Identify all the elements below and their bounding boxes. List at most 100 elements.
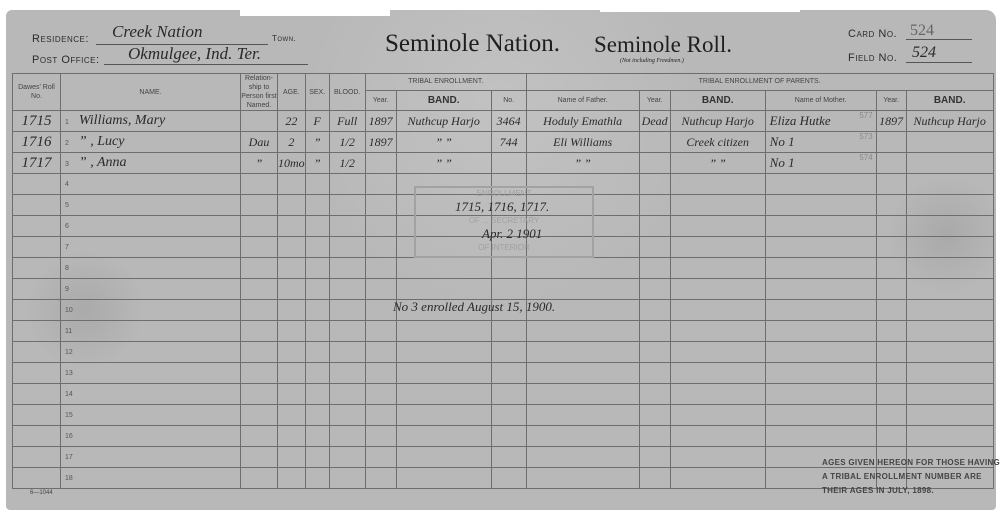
cell-mother: No 1 573 <box>764 131 877 153</box>
cell-name: 16 <box>60 425 241 447</box>
cell-dawes <box>12 215 61 237</box>
cell-fyear <box>638 131 671 153</box>
cell-empty <box>240 299 278 321</box>
torn-edge <box>240 0 390 16</box>
row-number: 11 <box>65 327 73 335</box>
cell-empty <box>905 320 994 342</box>
row-number: 7 <box>65 243 69 251</box>
table-row: 15 <box>12 404 994 426</box>
value-fband: Nuthcup Harjo <box>681 113 754 128</box>
cell-dawes <box>12 299 61 321</box>
cell-empty <box>669 467 766 489</box>
notice-line: A TRIBAL ENROLLMENT NUMBER ARE <box>822 472 982 481</box>
cell-empty <box>304 215 330 237</box>
cell-empty <box>638 362 671 384</box>
cell-name: 10 <box>60 299 241 321</box>
table-row: 9 <box>12 278 994 300</box>
cell-name: 8 <box>60 257 241 279</box>
value-rel: ” <box>255 155 263 170</box>
cell-dawes <box>12 446 61 468</box>
person-name: Williams, Mary <box>78 113 166 128</box>
col-blood: BLOOD. <box>328 73 366 111</box>
cell-age: 2 <box>277 131 306 153</box>
notice-line: THEIR AGES IN JULY, 1898. <box>822 486 934 495</box>
mother-roll-note: 573 <box>859 132 873 141</box>
cell-empty <box>240 257 278 279</box>
row-number: 9 <box>65 285 69 293</box>
cell-dawes <box>12 404 61 426</box>
cell-rel: Dau <box>240 131 278 153</box>
cell-name: 14 <box>60 383 241 405</box>
cell-empty <box>277 299 306 321</box>
col-year: Year. <box>364 89 397 112</box>
approval-date: Apr. 2 1901 <box>482 226 543 241</box>
table-row: 11 <box>12 320 994 342</box>
cell-empty <box>905 383 994 405</box>
cell-father: ” ” <box>525 152 640 174</box>
cell-empty <box>395 362 492 384</box>
cell-empty <box>277 173 306 195</box>
table-row: 1715 1 Williams, Mary 22 F Full 1897 Nuthcup Ha… <box>12 110 994 132</box>
cell-empty <box>525 425 640 447</box>
mother-name: No 1 <box>769 155 795 170</box>
cell-no <box>490 152 527 174</box>
cell-sex: F <box>304 110 330 132</box>
cell-sex: ” <box>304 131 330 153</box>
cell-empty <box>875 194 907 216</box>
cell-band: ” ” <box>395 152 492 174</box>
cell-empty <box>764 362 877 384</box>
value-dawes: 1717 <box>21 154 52 171</box>
col-father-band: BAND. <box>669 89 766 112</box>
cell-empty <box>490 362 527 384</box>
cell-rel: ” <box>240 152 278 174</box>
cell-band: Nuthcup Harjo <box>395 110 492 132</box>
table-row: 8 <box>12 257 994 279</box>
cell-empty <box>490 446 527 468</box>
cell-empty <box>304 299 330 321</box>
post-office-value: Okmulgee, Ind. Ter. <box>128 44 261 63</box>
col-parents-enrollment: TRIBAL ENROLLMENT OF PARENTS. <box>525 73 994 91</box>
cell-dawes <box>12 362 61 384</box>
col-father: Name of Father. <box>525 89 640 112</box>
value-band: ” ” <box>435 155 452 170</box>
cell-empty <box>764 173 877 195</box>
mother-roll-note: 577 <box>859 111 873 120</box>
cell-dawes <box>12 194 61 216</box>
cell-empty <box>395 383 492 405</box>
value-father: Eli Williams <box>553 134 613 149</box>
cell-rel <box>240 110 278 132</box>
value-blood: 1/2 <box>339 134 355 149</box>
cell-year: 1897 <box>364 131 397 153</box>
row-number: 1 <box>65 119 69 126</box>
cell-empty <box>395 467 492 489</box>
cell-empty <box>240 467 278 489</box>
table-row: 12 <box>12 341 994 363</box>
form-number: 6—1044 <box>30 490 53 496</box>
cell-empty <box>525 404 640 426</box>
cell-empty <box>764 194 877 216</box>
cell-empty <box>905 425 994 447</box>
cell-empty <box>240 446 278 468</box>
enrollment-table: Dawes' Roll No. NAME. Relation-ship to P… <box>12 73 994 489</box>
cell-empty <box>304 320 330 342</box>
cell-name: 12 <box>60 341 241 363</box>
cell-empty <box>364 446 397 468</box>
cell-blood: Full <box>328 110 366 132</box>
cell-empty <box>364 215 397 237</box>
torn-edge <box>600 0 800 12</box>
table-row: 6 <box>12 215 994 237</box>
cell-empty <box>304 446 330 468</box>
cell-empty <box>905 467 994 489</box>
cell-year <box>364 152 397 174</box>
col-age: AGE. <box>277 73 306 111</box>
row-number: 2 <box>65 140 69 147</box>
col-relationship: Relation-ship to Person first Named. <box>240 73 278 111</box>
row-number: 10 <box>65 306 73 314</box>
enrolled-note: No 3 enrolled August 15, 1900. <box>393 299 556 314</box>
table-row: 5 <box>12 194 994 216</box>
cell-empty <box>277 278 306 300</box>
cell-empty <box>240 425 278 447</box>
cell-empty <box>328 362 366 384</box>
value-father: Hoduly Emathla <box>543 113 623 128</box>
cell-empty <box>490 467 527 489</box>
